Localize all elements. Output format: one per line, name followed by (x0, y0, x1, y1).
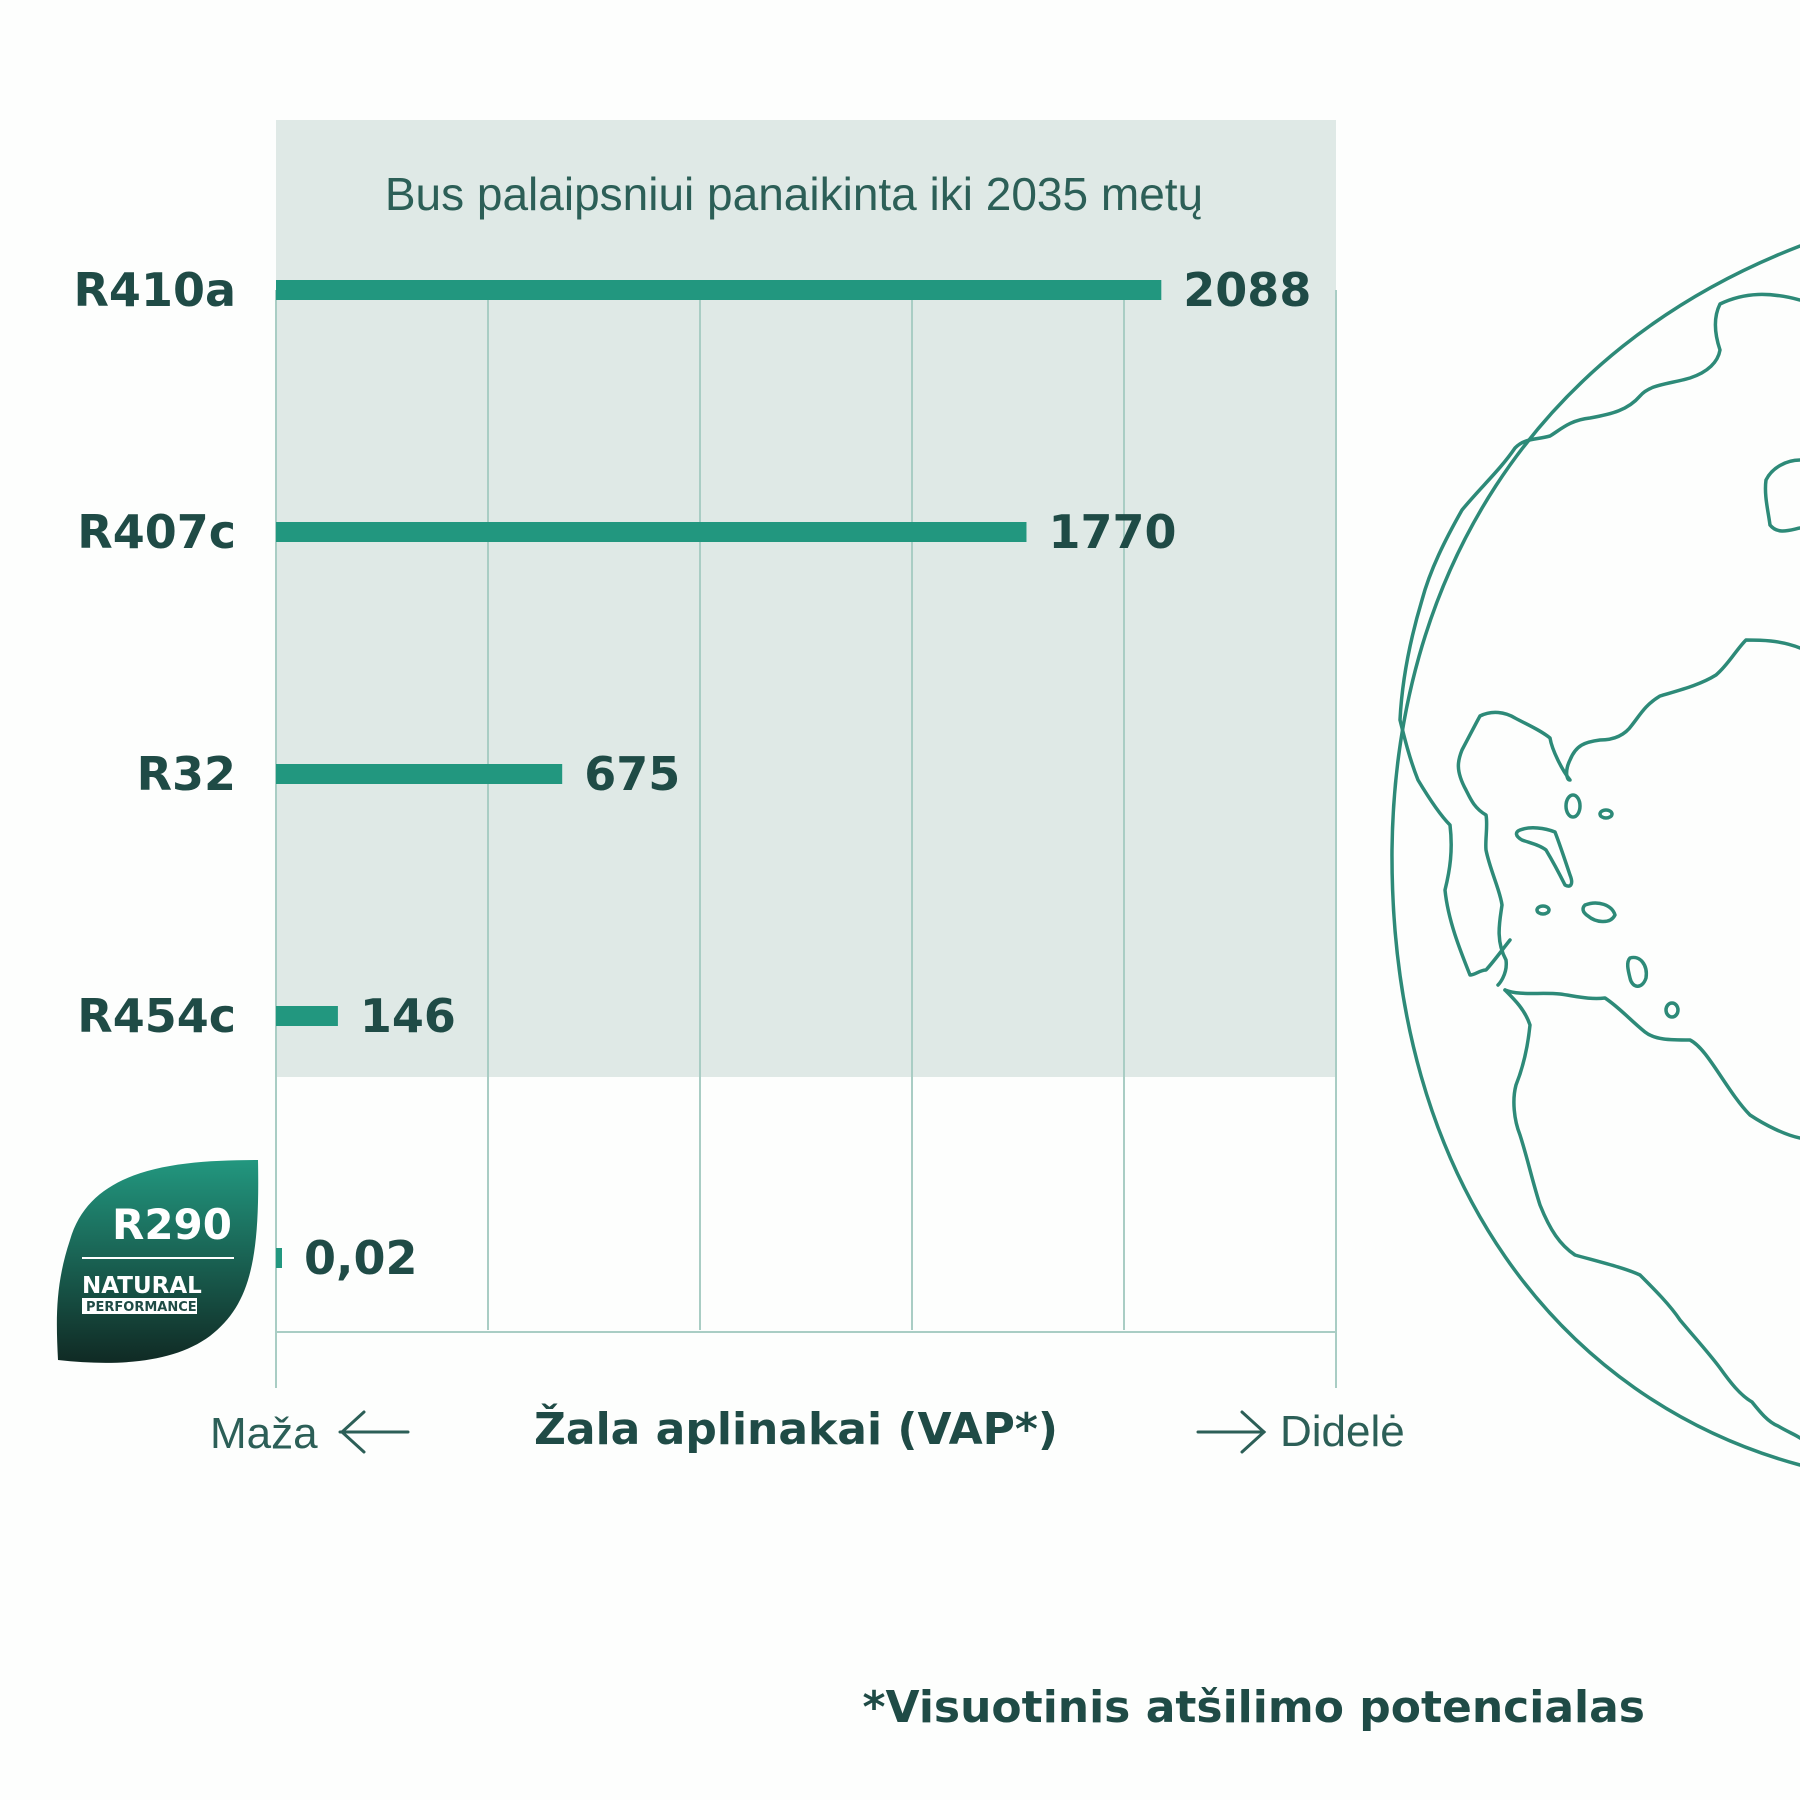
category-label: R32 (137, 747, 236, 801)
x-axis-title: Žala aplinakai (VAP*) (534, 1402, 1058, 1455)
value-label: 146 (360, 989, 456, 1043)
category-label: R454c (77, 989, 236, 1043)
category-labels: R410a R407c R32 R454c (74, 263, 236, 1043)
phase-out-band (276, 120, 1336, 1077)
bar-r32 (276, 764, 562, 784)
globe-outline-icon (1392, 246, 1800, 1465)
bar-r407c (276, 522, 1026, 542)
value-label: 0,02 (304, 1231, 418, 1285)
bar-r290 (276, 1248, 282, 1268)
badge-line1: NATURAL (82, 1273, 202, 1299)
axis-high-label: Didelė (1280, 1407, 1405, 1456)
value-label: 675 (584, 747, 680, 801)
footnote: *Visuotinis atšilimo potencialas (863, 1682, 1645, 1733)
r290-badge: R290 NATURAL PERFORMANCE (57, 1160, 258, 1363)
value-label: 1770 (1048, 505, 1176, 559)
leaf-badge-shape (57, 1160, 258, 1363)
value-label: 2088 (1183, 263, 1311, 317)
axis-low-label: Maža (210, 1409, 318, 1458)
badge-line2: PERFORMANCE (86, 1300, 197, 1315)
arrow-left-icon (340, 1412, 408, 1452)
arrow-right-icon (1198, 1412, 1264, 1452)
category-label: R407c (77, 505, 236, 559)
bar-r454c (276, 1006, 338, 1026)
phase-out-band-label: Bus palaipsniui panaikinta iki 2035 metų (385, 168, 1203, 220)
badge-title: R290 (112, 1200, 232, 1249)
category-label: R410a (74, 263, 236, 317)
bar-r410a (276, 280, 1161, 300)
